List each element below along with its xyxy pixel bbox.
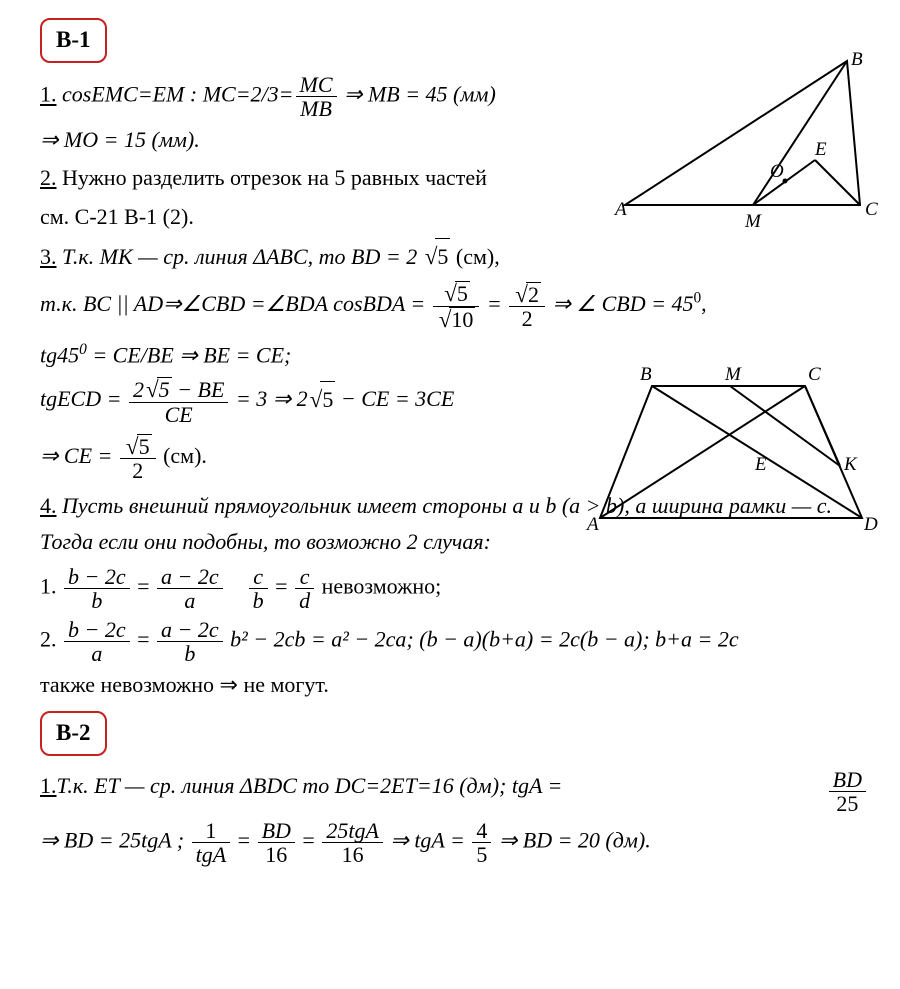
svg-text:D: D	[863, 514, 878, 535]
svg-text:B: B	[640, 364, 652, 385]
svg-text:K: K	[843, 454, 858, 475]
v2-line1: 1.Т.к. ET — ср. линия ΔBDC то DC=2ET=16 …	[40, 768, 872, 804]
svg-text:C: C	[865, 199, 878, 220]
v1-line10: также невозможно ⇒ не могут.	[40, 667, 872, 703]
figure-trapezoid: A B C D M K E	[580, 358, 880, 549]
svg-text:M: M	[744, 211, 762, 232]
v1-case1: 1. b − 2cb = a − 2ca cb = cd невозможно;	[40, 565, 872, 612]
v1-problem-2: 2. Нужно разделить отрезок на 5 равных ч…	[40, 160, 640, 196]
v1-line6: tg450 = CE/BE ⇒ BE = CE;	[40, 337, 640, 374]
svg-text:E: E	[814, 139, 827, 160]
svg-text:B: B	[851, 49, 863, 70]
v1-line8: ⇒ CE = 52 (см).	[40, 434, 640, 482]
v1-line3b: см. С-21 В-1 (2).	[40, 199, 640, 235]
svg-text:C: C	[808, 364, 821, 385]
v1-problem-1: 1. cosEMC=EM : MC=2/3=MCMB ⇒ MB = 45 (мм…	[40, 73, 640, 120]
svg-text:A: A	[613, 199, 627, 220]
svg-text:E: E	[754, 454, 767, 475]
svg-text:A: A	[585, 514, 599, 535]
v1-case2: 2. b − 2ca = a − 2cb b² − 2cb = a² − 2ca…	[40, 618, 872, 665]
variant-2-header: B-2	[40, 711, 107, 756]
v1-problem-3: 3. Т.к. MK — ср. линия ΔABC, то BD = 2 5…	[40, 237, 640, 275]
svg-text:M: M	[724, 364, 742, 385]
variant-1-header: B-1	[40, 18, 107, 63]
v1-line2: ⇒ MO = 15 (мм).	[40, 122, 640, 158]
v1-line7: tgECD = 25 − BECE = 3 ⇒ 25 − CE = 3CE	[40, 377, 640, 425]
figure-triangle-1: A B C M O E	[615, 55, 875, 246]
v1-line5: т.к. BC || AD⇒∠CBD =∠BDA cosBDA = 510 = …	[40, 281, 872, 330]
v2-line2: ⇒ BD = 25tgA ; 1tgA = BD16 = 25tgA16 ⇒ t…	[40, 819, 872, 866]
svg-text:O: O	[770, 161, 784, 182]
